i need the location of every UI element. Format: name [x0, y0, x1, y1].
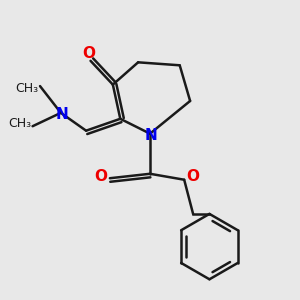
Text: O: O — [94, 169, 107, 184]
Text: N: N — [56, 107, 69, 122]
Text: N: N — [145, 128, 158, 142]
Text: O: O — [187, 169, 200, 184]
Text: CH₃: CH₃ — [15, 82, 38, 95]
Text: CH₃: CH₃ — [8, 117, 31, 130]
Text: O: O — [82, 46, 96, 61]
